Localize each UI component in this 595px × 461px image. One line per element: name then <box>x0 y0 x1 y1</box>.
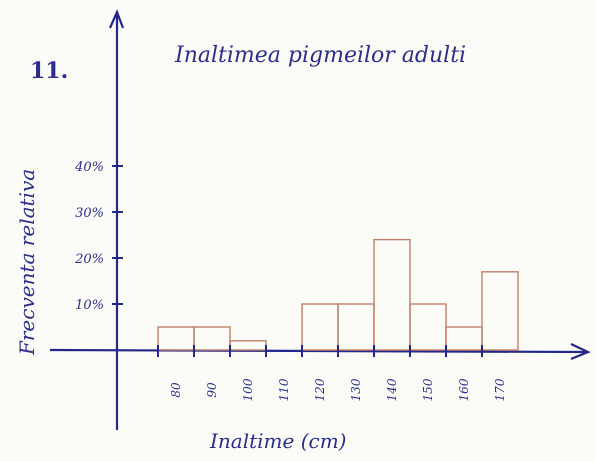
x-tick-label: 90 <box>205 382 219 398</box>
x-axis-arrow <box>570 343 591 361</box>
x-axis <box>49 348 586 354</box>
histogram-bars <box>157 238 519 351</box>
x-tick-label: 160 <box>457 378 471 401</box>
histogram-bar-7 <box>373 238 411 351</box>
x-tick-label: 150 <box>421 378 435 401</box>
y-ticks: 10% 20% 30% 40% <box>74 160 123 313</box>
x-tick-label: 170 <box>493 378 507 401</box>
x-axis-label: Inaltime (cm) <box>209 429 346 453</box>
chart-title: Inaltimea pigmeilor adulti <box>174 43 466 68</box>
x-tick-label: 130 <box>349 378 363 401</box>
y-axis-arrow <box>108 9 125 29</box>
y-axis-label: Frecventa relativa <box>15 169 39 356</box>
x-tick-label: 140 <box>385 378 399 401</box>
x-tick-label: 110 <box>277 378 291 401</box>
histogram-bar-2 <box>193 326 231 351</box>
y-tick-label: 10% <box>75 298 104 313</box>
histogram-bar-1 <box>157 326 195 351</box>
histogram-bar-10 <box>481 271 519 351</box>
problem-number: 11. <box>30 58 68 84</box>
histogram-bar-8 <box>409 303 447 351</box>
x-tick-label: 120 <box>313 378 327 401</box>
histogram-bar-9 <box>445 326 483 351</box>
y-tick-label: 30% <box>75 206 104 221</box>
histogram-bar-5 <box>301 303 339 351</box>
histogram-bar-3 <box>229 340 267 351</box>
x-tick-label: 80 <box>169 382 183 398</box>
histogram-bar-6 <box>337 303 375 351</box>
x-tick-label: 100 <box>241 378 255 401</box>
y-tick-label: 20% <box>74 252 104 267</box>
x-ticks: 80 90 100 110 120 130 140 150 160 170 <box>157 345 507 401</box>
y-tick-label: 40% <box>74 160 104 175</box>
